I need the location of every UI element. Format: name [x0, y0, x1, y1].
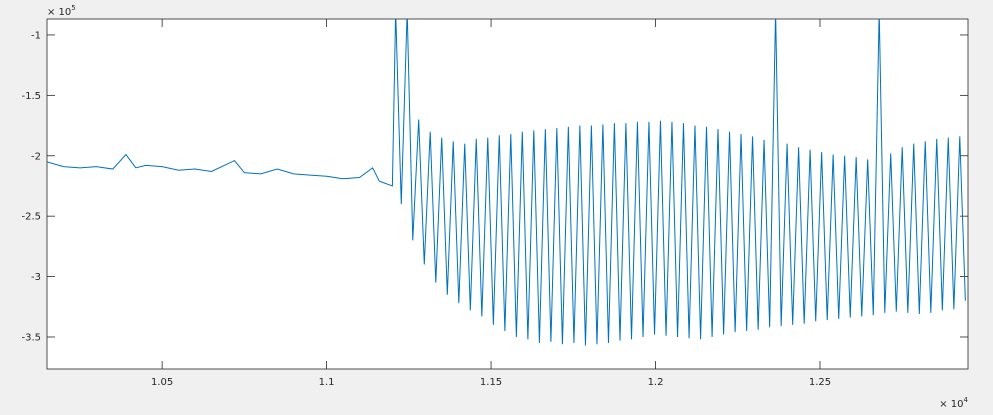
x-multiplier-base: × 10 [939, 399, 963, 410]
y-tick-label: -1 [31, 30, 41, 41]
x-multiplier: × 104 [939, 396, 968, 410]
y-tick-label: -1.5 [21, 91, 41, 102]
y-tick-label: -3 [31, 272, 41, 283]
x-tick-label: 1.1 [319, 377, 335, 388]
x-tick-label: 1.25 [809, 377, 831, 388]
x-tick-label: 1.2 [648, 377, 664, 388]
plot-layer [47, 19, 966, 346]
y-tick-label: -3.5 [21, 332, 41, 343]
x-multiplier-exponent: 4 [964, 396, 969, 404]
y-multiplier-base: × 10 [47, 7, 71, 18]
y-tick-label: -2.5 [21, 212, 41, 223]
plot-area [46, 18, 969, 370]
x-tick-label: 1.15 [480, 377, 502, 388]
y-multiplier: × 105 [47, 4, 76, 18]
y-tick-label: -2 [31, 151, 41, 162]
y-multiplier-exponent: 5 [71, 4, 75, 12]
x-tick-label: 1.05 [151, 377, 173, 388]
line-series [47, 19, 966, 346]
